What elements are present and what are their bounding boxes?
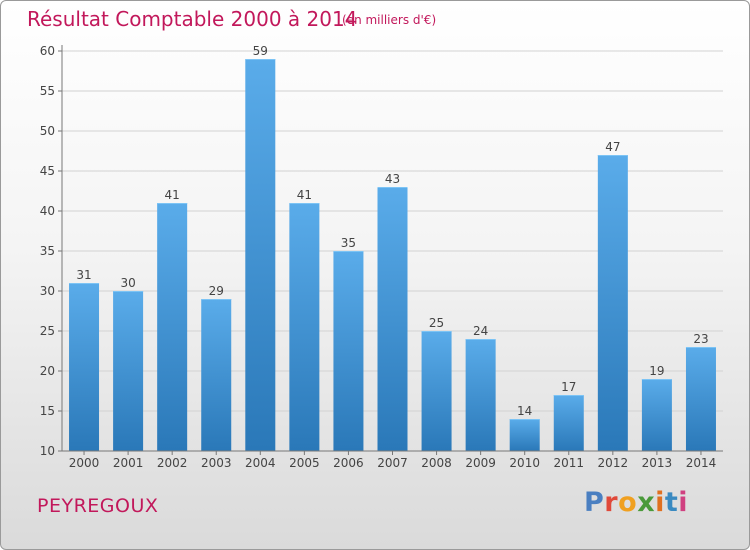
x-tick-label: 2008 bbox=[421, 456, 452, 470]
bar-2003 bbox=[201, 299, 232, 451]
y-tick-label: 30 bbox=[40, 284, 55, 298]
bar-2010 bbox=[509, 419, 540, 451]
bar-2007 bbox=[377, 187, 408, 451]
x-tick-label: 2010 bbox=[509, 456, 540, 470]
x-tick-label: 2006 bbox=[333, 456, 364, 470]
x-tick-label: 2012 bbox=[598, 456, 629, 470]
bar-2008 bbox=[421, 331, 452, 451]
chart-title: Résultat Comptable 2000 à 2014 bbox=[27, 7, 358, 31]
x-tick-label: 2005 bbox=[289, 456, 320, 470]
x-tick-label: 2000 bbox=[69, 456, 100, 470]
x-tick-label: 2014 bbox=[686, 456, 717, 470]
y-tick-label: 35 bbox=[40, 244, 55, 258]
value-label: 31 bbox=[76, 268, 91, 282]
value-label: 41 bbox=[165, 188, 180, 202]
logo-letter: r bbox=[604, 487, 619, 518]
value-label: 25 bbox=[429, 316, 444, 330]
value-label: 14 bbox=[517, 404, 532, 418]
bar-2005 bbox=[289, 203, 320, 451]
x-tick-label: 2001 bbox=[113, 456, 144, 470]
bar-2009 bbox=[465, 339, 496, 451]
proxiti-logo: Proxiti bbox=[584, 487, 688, 518]
logo-letter: o bbox=[618, 487, 638, 518]
bar-2012 bbox=[597, 155, 628, 451]
value-label: 43 bbox=[385, 172, 400, 186]
value-label: 19 bbox=[649, 364, 664, 378]
y-tick-label: 25 bbox=[40, 324, 55, 338]
value-label: 24 bbox=[473, 324, 488, 338]
logo-letter: t bbox=[664, 487, 679, 518]
y-tick-label: 50 bbox=[40, 124, 55, 138]
value-label: 29 bbox=[209, 284, 224, 298]
x-tick-label: 2011 bbox=[553, 456, 584, 470]
commune-name: PEYREGOUX bbox=[37, 495, 159, 517]
x-tick-label: 2007 bbox=[377, 456, 408, 470]
bar-2000 bbox=[69, 283, 100, 451]
x-tick-label: 2003 bbox=[201, 456, 232, 470]
y-tick-label: 10 bbox=[40, 444, 55, 458]
value-label: 30 bbox=[120, 276, 135, 290]
y-tick-label: 60 bbox=[40, 44, 55, 58]
value-label: 47 bbox=[605, 140, 620, 154]
bar-2004 bbox=[245, 59, 276, 451]
bar-2002 bbox=[157, 203, 188, 451]
x-tick-label: 2009 bbox=[465, 456, 496, 470]
value-label: 23 bbox=[693, 332, 708, 346]
value-label: 41 bbox=[297, 188, 312, 202]
x-tick-label: 2004 bbox=[245, 456, 276, 470]
bar-2001 bbox=[113, 291, 144, 451]
x-tick-label: 2002 bbox=[157, 456, 188, 470]
value-label: 59 bbox=[253, 44, 268, 58]
logo-letter: P bbox=[584, 487, 605, 518]
value-label: 17 bbox=[561, 380, 576, 394]
logo-letter: x bbox=[637, 487, 656, 518]
chart-unit: (en milliers d'€) bbox=[342, 13, 437, 27]
y-tick-label: 55 bbox=[40, 84, 55, 98]
logo-letter: i bbox=[655, 487, 665, 518]
x-tick-label: 2013 bbox=[642, 456, 673, 470]
y-tick-label: 45 bbox=[40, 164, 55, 178]
y-tick-label: 40 bbox=[40, 204, 55, 218]
bar-2014 bbox=[685, 347, 716, 451]
bar-2013 bbox=[641, 379, 672, 451]
value-label: 35 bbox=[341, 236, 356, 250]
y-tick-label: 15 bbox=[40, 404, 55, 418]
bar-2006 bbox=[333, 251, 364, 451]
y-tick-label: 20 bbox=[40, 364, 55, 378]
bar-2011 bbox=[553, 395, 584, 451]
logo-letter: i bbox=[678, 487, 689, 518]
